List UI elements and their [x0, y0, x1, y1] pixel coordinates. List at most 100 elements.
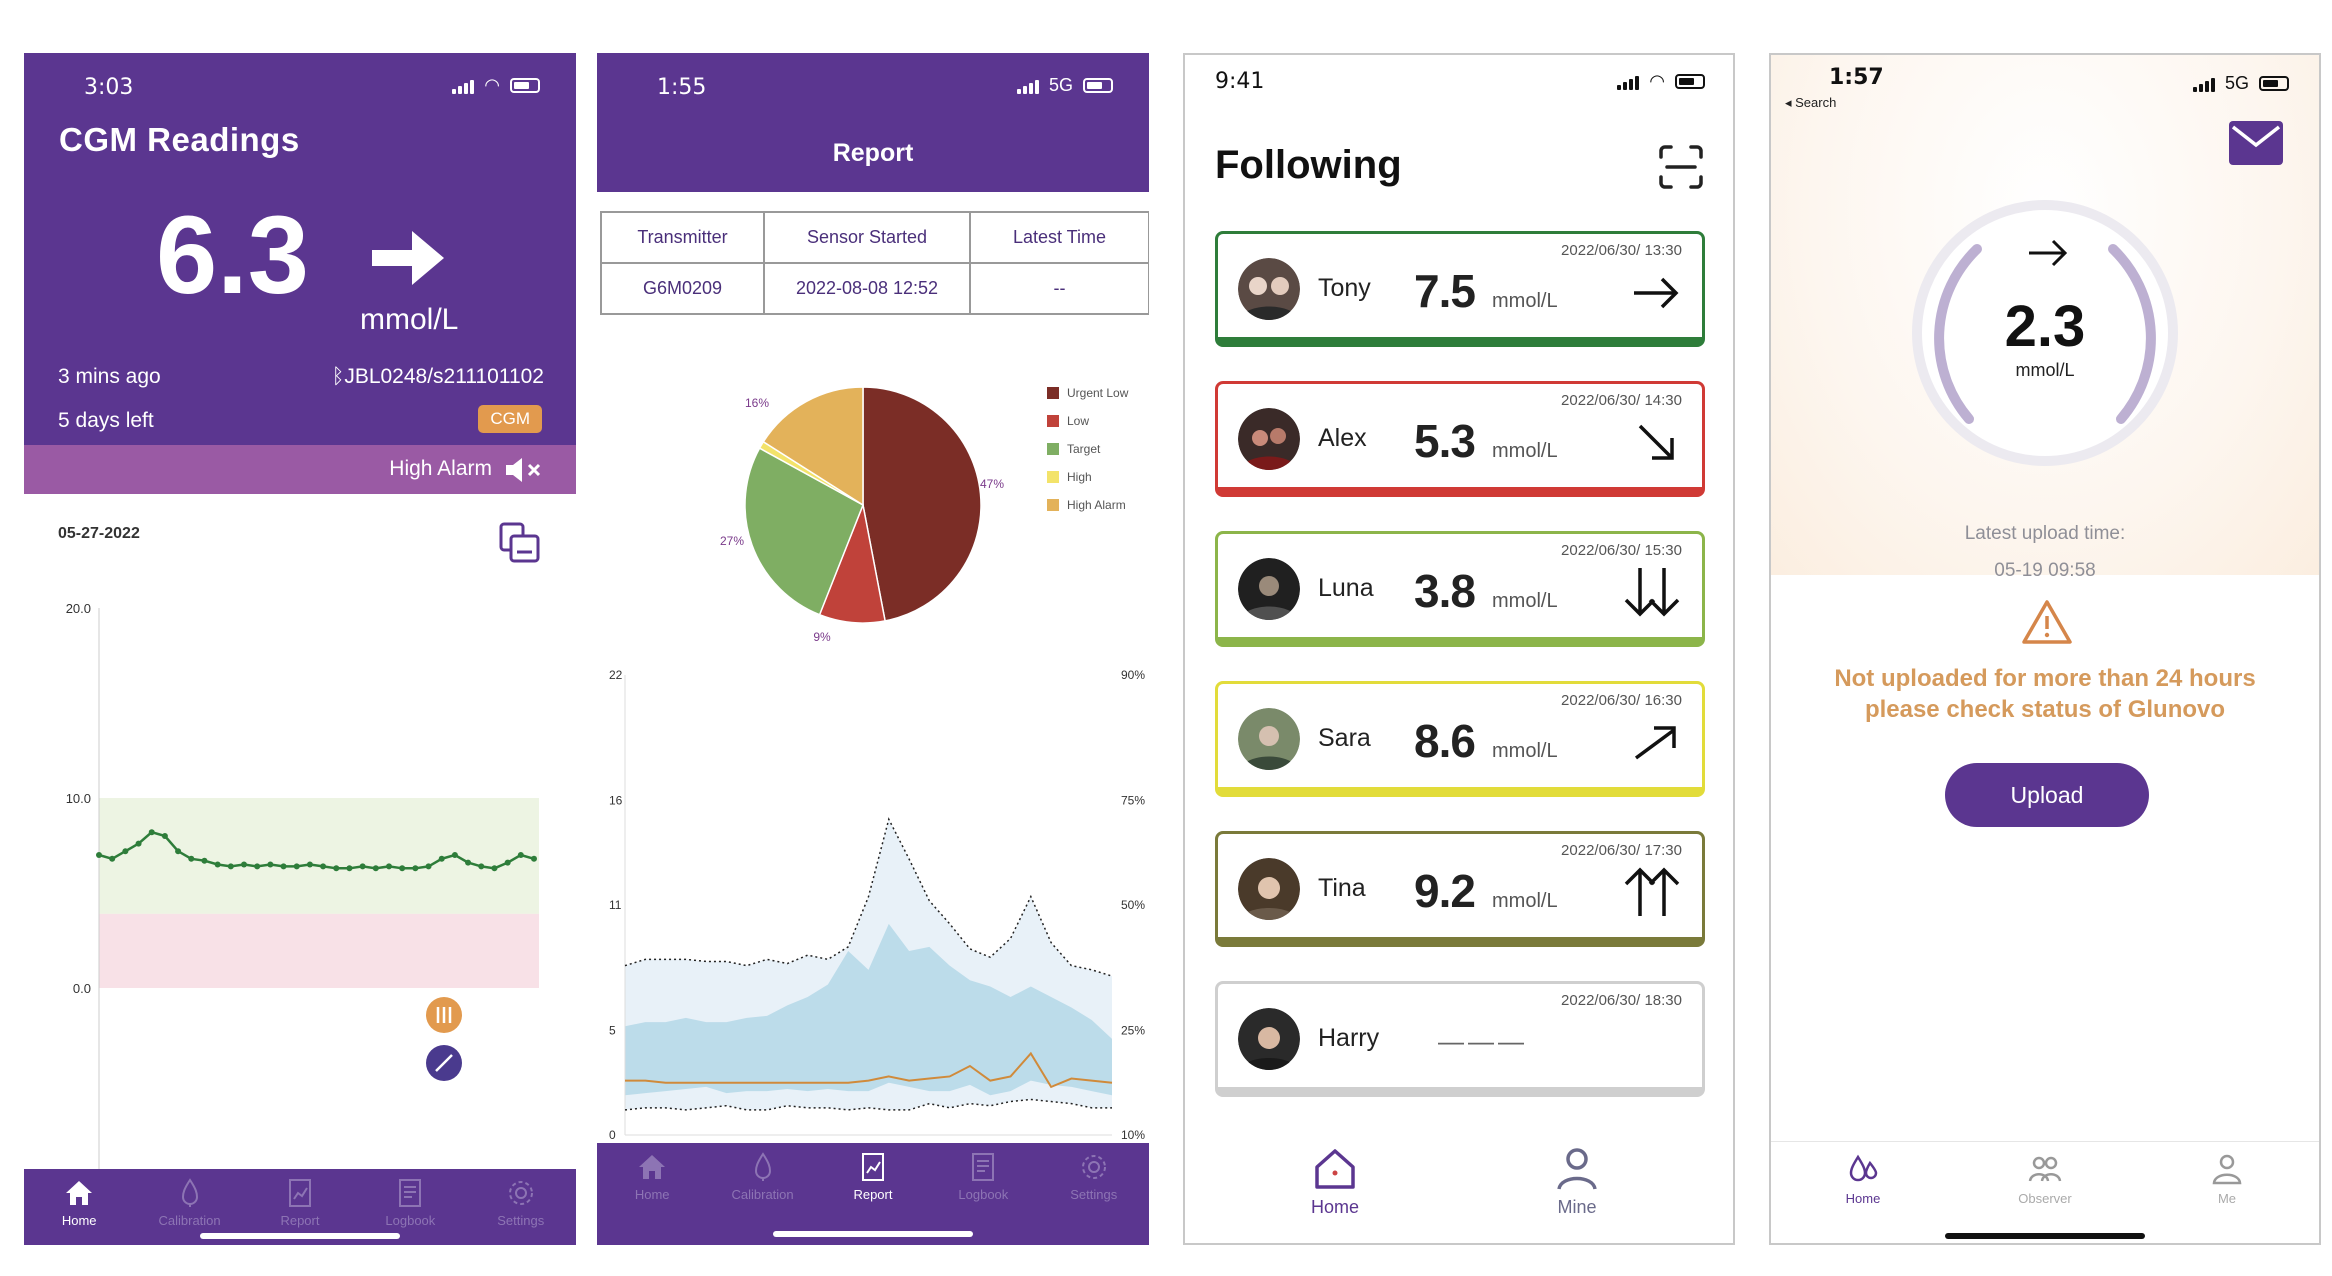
tab-home[interactable]: Home: [602, 1151, 702, 1202]
follower-time: 2022/06/30/ 14:30: [1561, 392, 1682, 409]
follower-value: 3.8: [1414, 565, 1476, 617]
pie-data-label: 27%: [720, 534, 744, 548]
legend-label: Urgent Low: [1067, 386, 1129, 400]
warning-icon: [2022, 600, 2072, 644]
glucose-point: [214, 861, 221, 868]
export-icon[interactable]: [498, 521, 542, 565]
follower-card[interactable]: Tina 9.2 mmol/L 2022/06/30/ 17:30: [1215, 831, 1705, 947]
alarm-banner[interactable]: High Alarm: [24, 445, 576, 494]
follower-card[interactable]: Alex 5.3 mmol/L 2022/06/30/ 14:30: [1215, 381, 1705, 497]
x-tick-label: 8: [784, 1142, 791, 1143]
person-icon: [2212, 1154, 2242, 1185]
cgm-badge[interactable]: CGM: [478, 405, 542, 433]
upload-button[interactable]: Upload: [1945, 763, 2149, 827]
pie-data-label: 16%: [745, 396, 769, 410]
tab-label: Home: [1845, 1191, 1881, 1206]
back-link[interactable]: ◂ Search: [1785, 95, 1837, 110]
follower-unit: mmol/L: [1492, 890, 1558, 912]
legend-label: Target: [1067, 442, 1101, 456]
follower-name: Tina: [1318, 874, 1366, 902]
gear-icon: [1081, 1155, 1106, 1179]
tab-report[interactable]: Report: [250, 1177, 350, 1228]
y-left-tick-label: 11: [609, 898, 622, 912]
battery-icon: [2259, 76, 2289, 91]
network-label: 5G: [1048, 75, 1073, 95]
status-time: 1:57: [1829, 65, 1884, 90]
glucose-point: [280, 863, 287, 870]
tab-me[interactable]: Me: [2182, 1151, 2272, 1206]
tab-bar: Home Calibration Report Logbook Settings: [597, 1143, 1149, 1245]
tab-home[interactable]: Home: [29, 1177, 129, 1228]
avatar: [1238, 858, 1300, 920]
follower-value: 8.6: [1414, 715, 1476, 767]
glucose-unit: mmol/L: [360, 303, 459, 336]
p90-line: [624, 817, 1113, 977]
tab-settings[interactable]: Settings: [1044, 1151, 1144, 1202]
scan-icon[interactable]: [1657, 143, 1705, 191]
tab-calibration[interactable]: Calibration: [140, 1177, 240, 1228]
p10-line: [624, 1098, 1112, 1111]
follower-unit: mmol/L: [1492, 590, 1558, 612]
status-time: 3:03: [84, 75, 134, 100]
follower-card[interactable]: Tony 7.5 mmol/L 2022/06/30/ 13:30: [1215, 231, 1705, 347]
person-icon: [1557, 1148, 1597, 1190]
tab-logbook[interactable]: Logbook: [933, 1151, 1033, 1202]
follower-time: 2022/06/30/ 15:30: [1561, 542, 1682, 559]
tab-calibration[interactable]: Calibration: [713, 1151, 813, 1202]
status-bar: 1:57 ◂ Search 5G: [1771, 55, 2319, 125]
gear-icon: [508, 1181, 533, 1205]
tab-observer[interactable]: Observer: [2000, 1151, 2090, 1206]
table-header-row: Transmitter Sensor Started Latest Time: [600, 211, 1149, 264]
glucose-point: [359, 863, 366, 870]
avatar: [1238, 408, 1300, 470]
tab-home[interactable]: Home: [1311, 1145, 1359, 1218]
people-icon: [2028, 1156, 2062, 1182]
tab-report[interactable]: Report: [823, 1151, 923, 1202]
signal-icon: [1617, 74, 1640, 90]
avatar: [1238, 558, 1300, 620]
tab-label: Settings: [497, 1213, 545, 1228]
avatar: [1238, 708, 1300, 770]
y-left-tick-label: 5: [609, 1023, 616, 1037]
tab-home[interactable]: Home: [1818, 1151, 1908, 1206]
follower-card[interactable]: Sara 8.6 mmol/L 2022/06/30/ 16:30: [1215, 681, 1705, 797]
pie-slice: [744, 447, 864, 616]
follower-unit: mmol/L: [1492, 740, 1558, 762]
status-bar: 1:55 5G: [597, 53, 1149, 123]
arrow-right-icon: [2029, 239, 2068, 267]
y-tick-label: 10.0: [66, 791, 91, 806]
glucose-point: [438, 855, 445, 862]
follower-time: 2022/06/30/ 13:30: [1561, 242, 1682, 259]
signal-icon: [1016, 78, 1039, 94]
alarm-label: High Alarm: [389, 457, 492, 480]
home-indicator: [1945, 1233, 2145, 1239]
y-left-tick-label: 22: [609, 668, 623, 682]
follower-card[interactable]: Luna 3.8 mmol/L 2022/06/30/ 15:30: [1215, 531, 1705, 647]
target-range-band: [99, 798, 539, 914]
mute-icon[interactable]: [504, 456, 544, 484]
x-tick-label: 0: [622, 1142, 629, 1143]
p25-p75-band: [625, 923, 1112, 1096]
follower-card[interactable]: Harry ——— 2022/06/30/ 18:30: [1215, 981, 1705, 1097]
x-tick-label: 4: [703, 1142, 710, 1143]
table-row: G6M0209 2022-08-08 12:52 --: [600, 262, 1149, 315]
tab-settings[interactable]: Settings: [471, 1177, 571, 1228]
x-tick-label: 24: [1105, 1142, 1119, 1143]
glucose-point: [531, 855, 537, 862]
glucose-point: [175, 848, 182, 855]
tab-label: Home: [634, 1187, 670, 1202]
tab-label: Observer: [2018, 1191, 2072, 1206]
y-right-tick-label: 90%: [1121, 668, 1145, 682]
follower-name: Alex: [1318, 424, 1367, 452]
drop-sensor-icon: [754, 1152, 771, 1181]
glucose-point: [412, 865, 419, 872]
glucose-point: [504, 859, 511, 866]
drops-icon: [1849, 1154, 1878, 1182]
follower-value: 7.5: [1414, 265, 1476, 317]
tab-logbook[interactable]: Logbook: [360, 1177, 460, 1228]
tab-mine[interactable]: Mine: [1553, 1145, 1601, 1218]
report-charts: 47% 9% 27% 16% Urgent Low Low Target High High A…: [609, 386, 1145, 1143]
double-arrow-up-icon: [1624, 867, 1680, 916]
page-title: CGM Readings: [59, 121, 300, 158]
mail-icon[interactable]: [2229, 121, 2283, 165]
